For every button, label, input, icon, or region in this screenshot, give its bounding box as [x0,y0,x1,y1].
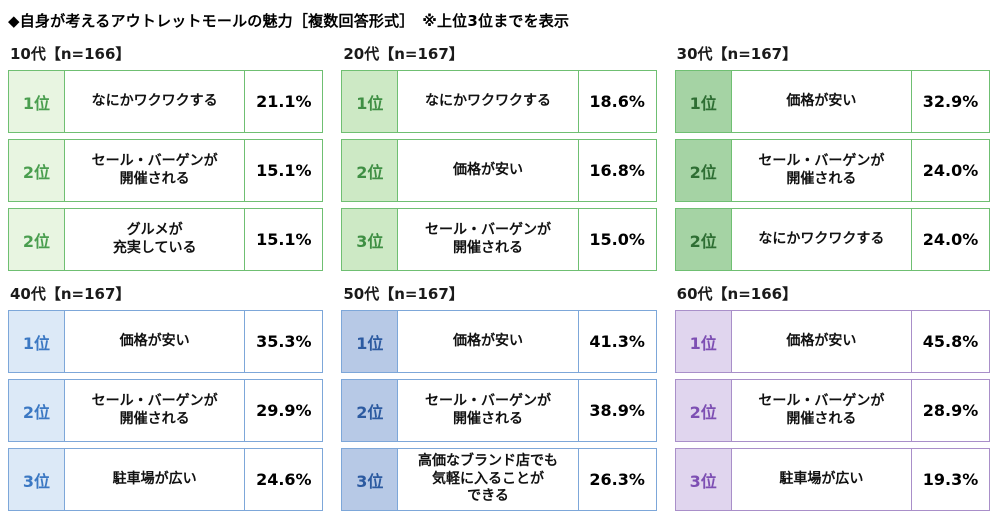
answer-label: セール・バーゲンが 開催される [91,392,218,427]
rank-row: 2位 価格が安い 16.8% [341,139,657,202]
rank-cell: 3位 [342,209,399,270]
answer-label: 駐車場が広い [779,470,864,487]
rank-cell: 2位 [9,140,65,201]
rank-row: 2位 セール・バーゲンが 開催される 38.9% [341,379,657,442]
percentage-value: 45.8% [911,311,989,372]
panel-age-60s: 60代【n=166】 1位 価格が安い 45.8% 2位 セール・バーゲンが 開… [674,283,990,511]
rank-cell: 2位 [9,209,65,270]
panel-age-10s: 10代【n=166】 1位 なにかワクワクする 21.1% 2位 セール・バーゲ… [8,43,324,271]
page-title: ◆自身が考えるアウトレットモールの魅力［複数回答形式］ ※上位3位までを表示 [8,12,570,30]
answer-label: セール・バーゲンが 開催される [758,392,885,427]
answer-label: セール・バーゲンが 開催される [758,152,885,187]
percentage-value: 24.0% [911,209,989,270]
percentage-value: 26.3% [577,449,656,510]
rank-row: 3位 駐車場が広い 24.6% [8,448,324,511]
rank-row: 2位 セール・バーゲンが 開催される 24.0% [674,139,990,202]
rank-row: 3位 高価なブランド店でも 気軽に入ることが できる 26.3% [341,448,657,511]
rank-cell: 3位 [9,449,65,510]
answer-label: 価格が安い [452,161,523,178]
answer-label: 価格が安い [119,332,190,349]
percentage-value: 41.3% [577,311,656,372]
answer-label: 駐車場が広い [112,470,197,487]
panel-header: 40代【n=167】 [10,285,131,303]
answer-label: 価格が安い [452,332,523,349]
panels-grid: 10代【n=166】 1位 なにかワクワクする 21.1% 2位 セール・バーゲ… [8,43,990,511]
rank-row: 1位 価格が安い 41.3% [341,310,657,373]
percentage-value: 35.3% [244,311,322,372]
answer-label: セール・バーゲンが 開催される [424,392,551,427]
panel-header: 60代【n=166】 [676,285,798,303]
rank-cell: 1位 [342,311,399,372]
rank-cell: 1位 [675,311,732,372]
rank-row: 1位 なにかワクワクする 21.1% [8,70,324,133]
rank-row: 2位 セール・バーゲンが 開催される 29.9% [8,379,324,442]
panel-age-20s: 20代【n=167】 1位 なにかワクワクする 18.6% 2位 価格が安い 1… [341,43,657,271]
answer-label: なにかワクワクする [424,92,551,109]
rank-cell: 2位 [675,140,732,201]
percentage-value: 19.3% [911,449,989,510]
percentage-value: 32.9% [911,71,989,132]
panel-header: 50代【n=167】 [343,285,464,303]
rank-cell: 2位 [675,380,732,441]
rank-row: 1位 価格が安い 32.9% [674,70,990,133]
answer-label: 価格が安い [786,92,857,109]
percentage-value: 15.0% [577,209,656,270]
answer-label: なにかワクワクする [91,92,218,109]
rank-cell: 2位 [342,380,399,441]
rank-row: 1位 なにかワクワクする 18.6% [341,70,657,133]
percentage-value: 28.9% [911,380,989,441]
rank-row: 2位 なにかワクワクする 24.0% [674,208,990,271]
rank-cell: 2位 [342,140,399,201]
answer-label: 高価なブランド店でも 気軽に入ることが できる [417,452,558,505]
rank-row: 3位 駐車場が広い 19.3% [674,448,990,511]
rank-cell: 3位 [342,449,399,510]
percentage-value: 24.0% [911,140,989,201]
rank-cell: 2位 [9,380,65,441]
rank-cell: 1位 [342,71,399,132]
rank-row: 1位 価格が安い 35.3% [8,310,324,373]
percentage-value: 18.6% [577,71,656,132]
rank-row: 2位 セール・バーゲンが 開催される 28.9% [674,379,990,442]
percentage-value: 16.8% [577,140,656,201]
answer-label: 価格が安い [786,332,857,349]
answer-label: グルメが 充実している [112,221,197,256]
rank-cell: 1位 [9,311,65,372]
answer-label: なにかワクワクする [758,230,885,247]
panel-header: 30代【n=167】 [676,45,798,63]
percentage-value: 15.1% [244,209,322,270]
rank-row: 1位 価格が安い 45.8% [674,310,990,373]
rank-row: 2位 グルメが 充実している 15.1% [8,208,324,271]
percentage-value: 15.1% [244,140,322,201]
panel-age-30s: 30代【n=167】 1位 価格が安い 32.9% 2位 セール・バーゲンが 開… [674,43,990,271]
percentage-value: 24.6% [244,449,322,510]
rank-cell: 3位 [675,449,732,510]
answer-label: セール・バーゲンが 開催される [91,152,218,187]
rank-cell: 2位 [675,209,732,270]
panel-header: 20代【n=167】 [343,45,464,63]
panel-age-40s: 40代【n=167】 1位 価格が安い 35.3% 2位 セール・バーゲンが 開… [8,283,324,511]
percentage-value: 29.9% [244,380,322,441]
percentage-value: 21.1% [244,71,322,132]
answer-label: セール・バーゲンが 開催される [424,221,551,256]
rank-cell: 1位 [675,71,732,132]
panel-age-50s: 50代【n=167】 1位 価格が安い 41.3% 2位 セール・バーゲンが 開… [341,283,657,511]
rank-cell: 1位 [9,71,65,132]
rank-row: 2位 セール・バーゲンが 開催される 15.1% [8,139,324,202]
panel-header: 10代【n=166】 [10,45,131,63]
percentage-value: 38.9% [577,380,656,441]
rank-row: 3位 セール・バーゲンが 開催される 15.0% [341,208,657,271]
